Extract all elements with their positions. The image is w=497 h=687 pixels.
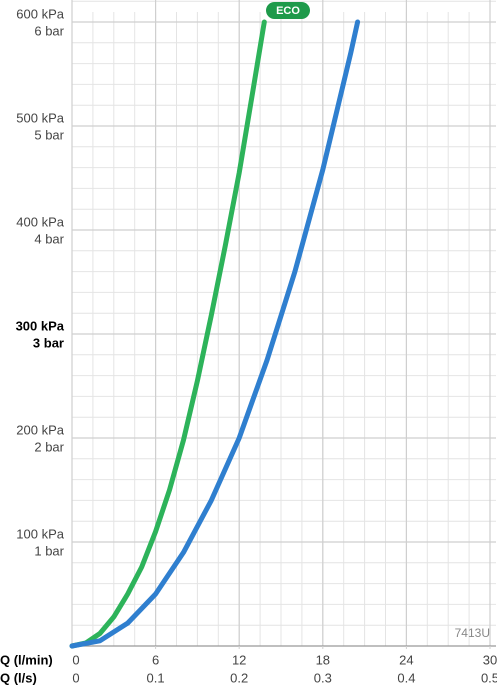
eco-badge-text: ECO xyxy=(276,5,300,17)
grid xyxy=(71,0,496,647)
y-tick-label: 500 kPa xyxy=(16,110,64,125)
x-tick-label: 12 xyxy=(232,652,246,667)
y-tick-bar-label: 2 bar xyxy=(34,439,64,454)
x2-tick-label: 0.5 xyxy=(481,670,497,685)
x2-tick-label: 0.3 xyxy=(314,670,332,685)
y-tick-bar-label: 1 bar xyxy=(34,543,64,558)
y-tick-bar-label: 5 bar xyxy=(34,127,64,142)
eco-badge xyxy=(266,2,310,19)
x-axis-label: Q (l/min) xyxy=(0,652,53,667)
x-tick-label: 6 xyxy=(152,652,159,667)
series-line xyxy=(69,19,361,649)
model-code: 7413U xyxy=(455,626,490,640)
y-tick-label: 300 kPa xyxy=(16,318,65,333)
y-tick-bar-label: 3 bar xyxy=(33,335,64,350)
y-tick-bar-label: 6 bar xyxy=(34,23,64,38)
series-line xyxy=(69,19,267,649)
x2-tick-label: 0 xyxy=(72,670,79,685)
x-tick-label: 18 xyxy=(316,652,330,667)
x2-tick-label: 0.2 xyxy=(230,670,248,685)
x2-tick-label: 0.1 xyxy=(147,670,165,685)
x-tick-label: 30 xyxy=(483,652,497,667)
y-tick-label: 400 kPa xyxy=(16,214,64,229)
x-tick-label: 0 xyxy=(72,652,79,667)
y-tick-label: 200 kPa xyxy=(16,422,64,437)
x2-tick-label: 0.4 xyxy=(397,670,415,685)
y-tick-label: 100 kPa xyxy=(16,526,64,541)
x2-axis-label: Q (l/s) xyxy=(0,670,37,685)
y-tick-label: 600 kPa xyxy=(16,6,64,21)
y-tick-bar-label: 4 bar xyxy=(34,231,64,246)
x-tick-label: 24 xyxy=(399,652,413,667)
